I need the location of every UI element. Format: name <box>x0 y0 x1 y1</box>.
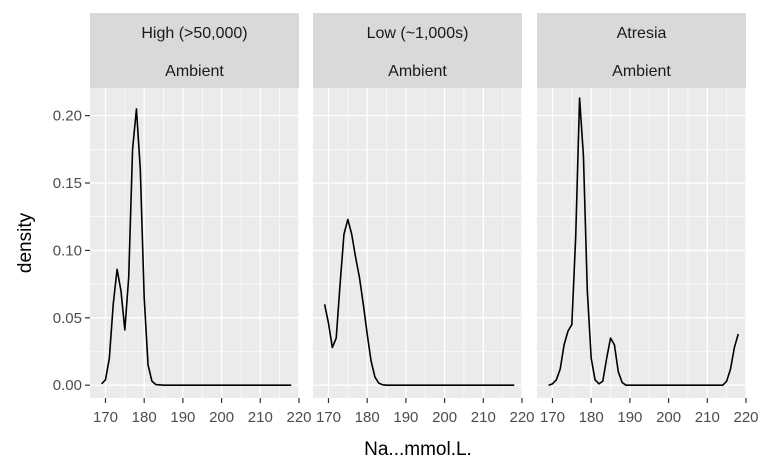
x-tick-label: 220 <box>509 409 534 426</box>
x-tick-label: 210 <box>471 409 496 426</box>
strip-label: High (>50,000) <box>141 25 247 42</box>
x-tick-label: 210 <box>248 409 273 426</box>
x-tick-label: 170 <box>316 409 341 426</box>
x-axis-title: Na...mmol.L. <box>364 439 472 460</box>
panel-3: Atresia Ambient 170 180 190 200 210 220 <box>537 13 759 426</box>
x-tick-label: 190 <box>393 409 418 426</box>
x-tick-label: 200 <box>209 409 234 426</box>
y-tick-label: 0.10 <box>53 242 82 259</box>
y-tick-label: 0.15 <box>53 175 82 192</box>
x-tick-label: 200 <box>432 409 457 426</box>
density-line <box>101 108 292 386</box>
strip-label: Low (~1,000s) <box>367 25 469 42</box>
x-tick-label: 200 <box>656 409 681 426</box>
x-tick-label: 170 <box>540 409 565 426</box>
x-tick-label: 190 <box>170 409 195 426</box>
x-tick-label: 220 <box>733 409 758 426</box>
panel-2: Low (~1,000s) Ambient 170 180 190 200 210 220 <box>313 13 535 426</box>
x-tick-label: 210 <box>695 409 720 426</box>
x-tick-label: 170 <box>93 409 118 426</box>
strip-label: Ambient <box>612 63 671 80</box>
density-line <box>323 218 515 386</box>
panel-1: High (>50,000) Ambient 170 180 190 200 210 220 <box>90 13 312 426</box>
strip-label: Atresia <box>617 25 667 42</box>
panel-strip <box>313 13 522 88</box>
x-tick-label: 180 <box>132 409 157 426</box>
y-tick-label: 0.00 <box>53 377 82 394</box>
x-tick-label: 180 <box>355 409 380 426</box>
density-line <box>548 97 740 386</box>
y-axis-title: density <box>15 212 36 273</box>
y-tick-label: 0.20 <box>53 108 82 125</box>
panel-strip <box>537 13 746 88</box>
strip-label: Ambient <box>165 63 224 80</box>
x-tick-label: 220 <box>286 409 311 426</box>
x-tick-label: 180 <box>579 409 604 426</box>
x-tick-label: 190 <box>617 409 642 426</box>
y-tick-label: 0.05 <box>53 310 82 327</box>
strip-label: Ambient <box>388 63 447 80</box>
panel-strip <box>90 13 299 88</box>
